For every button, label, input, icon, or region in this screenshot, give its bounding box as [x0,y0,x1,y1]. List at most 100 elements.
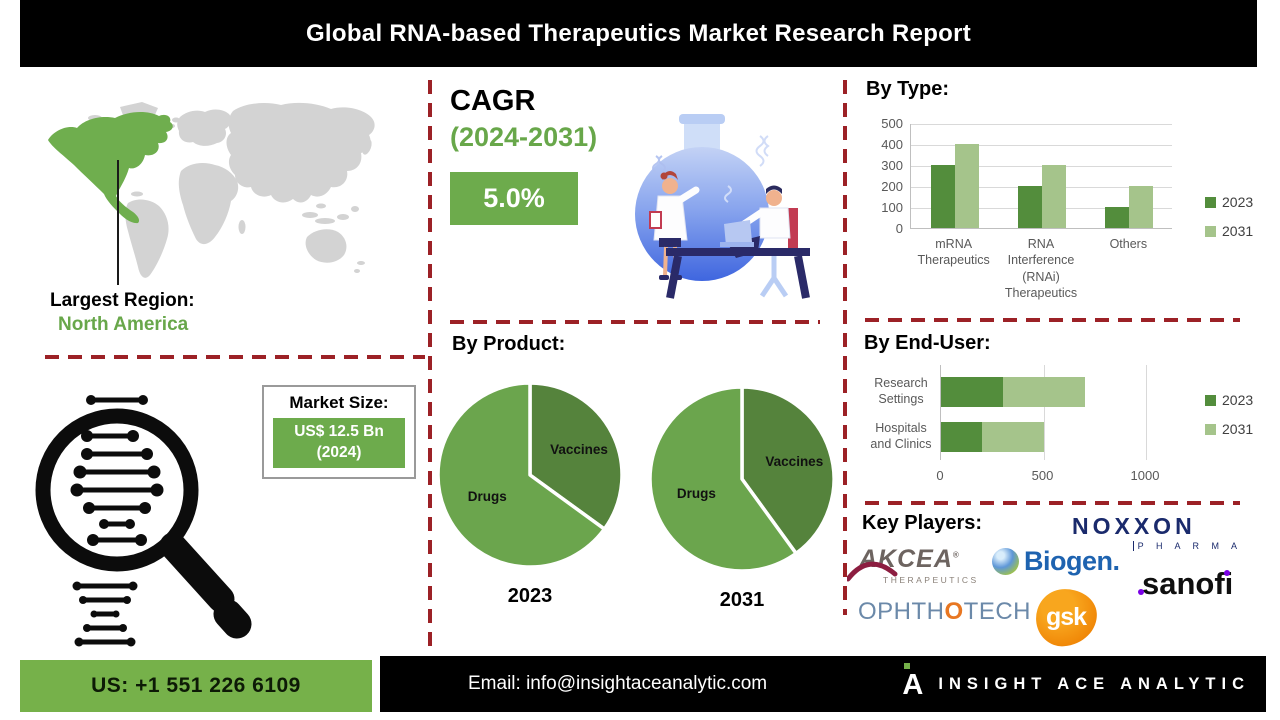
pie-chart-2031: Vaccines Drugs 2031 [647,384,837,612]
bar-group [1085,124,1172,228]
phone-banner: US: +1 551 226 6109 [20,660,372,712]
bar-2023 [1104,207,1129,228]
bar-2031 [1128,186,1153,228]
logo-gsk: gsk [1034,586,1099,649]
logo-noxxon: NOXXON P H A R M A [1072,513,1242,551]
bar-segment-2023 [941,422,982,452]
x-tick-label: 1000 [1130,468,1160,483]
by-end-user-chart: Research Settings Hospitals and Clinics 0… [865,360,1265,495]
legend-item: 2031 [1205,421,1253,437]
y-tick-label: 0 [895,221,903,236]
y-tick-label: 200 [881,179,903,194]
logo-akcea: AKCEA® THERAPEUTICS [847,545,976,585]
x-category-label: Others [1109,237,1148,251]
bar-group [998,124,1085,228]
pie-slice-label: Vaccines [765,454,823,469]
brand-name: INSIGHT ACE ANALYTIC [938,674,1250,693]
largest-region-label: Largest Region: [50,290,195,311]
legend-item: 2023 [1205,392,1253,408]
bar-segment-2031 [1002,377,1085,407]
pie-2023-year: 2023 [507,585,553,607]
akcea-swoosh [847,561,898,582]
cagr-period: (2024-2031) [450,122,598,152]
bar-row [941,377,1085,407]
pie-2031-year: 2031 [719,589,765,611]
by-type-bar-chart: 0 100 200 300 400 500 mRNA Therapeutics RNA In… [865,116,1265,314]
legend-swatch [1205,196,1216,208]
largest-region-value: North America [58,314,189,335]
bar-2023 [1017,186,1042,228]
by-type-plot-area [910,124,1172,229]
sanofi-i-dot [1224,570,1231,576]
bar-row [941,422,1044,452]
legend-swatch [1205,423,1216,435]
cagr-value-badge: 5.0% [450,172,578,225]
x-tick-label: 0 [936,468,944,483]
x-category-label: mRNA Therapeutics [917,237,990,268]
logo-sanofi: sanofi [1138,566,1233,602]
logo-ophthotech: OPHTHOTECH [858,598,1032,625]
pie-slice-drugs [648,385,798,573]
divider-vertical-1 [428,80,432,648]
biogen-sphere-icon [992,548,1019,575]
bar-2031 [954,144,979,228]
by-end-user-title: By End-User: [864,332,991,354]
logo-biogen: Biogen. [992,546,1120,577]
legend-swatch [1205,225,1216,237]
category-label: Research Settings [874,375,928,406]
legend-item: 2023 [1205,194,1253,210]
bar-2031 [1041,165,1066,228]
legend-label: 2031 [1222,223,1254,239]
pie-slice-vaccines [528,381,624,531]
divider-middle [450,320,820,324]
divider-left [45,355,425,359]
legend-swatch [1205,394,1216,406]
by-end-user-plot-area [940,365,1147,460]
bar-group [911,124,998,228]
market-size-label: Market Size: [289,393,389,412]
pie-chart-2023: Vaccines Drugs 2023 [435,380,625,608]
pie-slice-drugs [436,381,607,569]
legend-label: 2023 [1222,194,1254,210]
bar-segment-2023 [941,377,1003,407]
insight-ace-logo-icon: A [902,663,926,705]
dna-magnifier-icon [35,395,252,647]
by-product-title: By Product: [452,333,566,355]
legend-label: 2023 [1222,392,1254,408]
brand-lockup: A INSIGHT ACE ANALYTIC [902,663,1250,705]
gridline [911,124,1172,125]
y-tick-label: 500 [881,116,903,131]
by-end-user-legend: 2023 2031 [1205,392,1253,437]
region-pointer-line [117,160,119,285]
divider-right-1 [865,318,1240,322]
category-label: Hospitals and Clinics [870,420,932,451]
scientists-illustration [635,114,810,299]
gridline [911,145,1172,146]
x-tick-label: 500 [1031,468,1054,483]
by-type-title: By Type: [866,78,949,100]
title-bar: Global RNA-based Therapeutics Market Res… [20,0,1257,67]
bar-2023 [930,165,955,228]
footer-bar: Email: info@insightaceanalytic.com A INS… [380,656,1266,712]
cagr-label: CAGR [450,85,536,117]
gridline [1146,365,1147,460]
logo-green-dot [904,663,911,669]
x-category-label: RNA Interference (RNAi) Therapeutics [1004,237,1078,300]
y-tick-label: 300 [881,158,903,173]
key-players-title: Key Players: [862,512,983,534]
pie-slice-vaccines [740,385,836,556]
legend-label: 2031 [1222,421,1254,437]
bar-segment-2031 [982,422,1044,452]
page-title: Global RNA-based Therapeutics Market Res… [305,19,972,47]
pie-2031-svg: Vaccines Drugs [647,384,837,579]
email-text: Email: info@insightaceanalytic.com [468,673,768,694]
market-size-value: US$ 12.5 Bn (2024) [273,418,405,468]
legend-item: 2031 [1205,223,1253,239]
gridline [1043,365,1045,460]
y-tick-label: 400 [881,137,903,152]
divider-right-2 [865,501,1240,505]
sanofi-purple-dot [1138,589,1144,595]
by-type-legend: 2023 2031 [1205,194,1253,239]
by-type-x-axis: mRNA Therapeutics RNA Interference (RNAi)… [910,236,1172,301]
